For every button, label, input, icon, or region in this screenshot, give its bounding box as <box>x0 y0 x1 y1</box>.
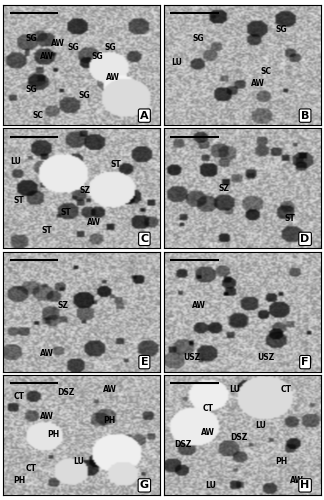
Text: CT: CT <box>26 464 37 473</box>
Text: AW: AW <box>103 384 117 394</box>
Text: SG: SG <box>26 84 37 94</box>
Text: SC: SC <box>260 66 272 76</box>
Text: AW: AW <box>40 349 54 358</box>
Text: AW: AW <box>87 218 101 226</box>
Text: ST: ST <box>14 196 24 205</box>
Text: SG: SG <box>91 52 103 61</box>
Text: SZ: SZ <box>218 184 229 193</box>
Text: D: D <box>300 234 310 244</box>
Text: PH: PH <box>47 430 60 440</box>
Text: CT: CT <box>202 404 214 413</box>
Text: G: G <box>140 480 149 490</box>
Text: ST: ST <box>42 226 52 235</box>
Text: AW: AW <box>51 39 65 48</box>
Text: SC: SC <box>32 111 43 120</box>
Text: AW: AW <box>251 78 265 88</box>
Text: SZ: SZ <box>79 186 90 196</box>
Text: ST: ST <box>61 208 71 217</box>
Text: C: C <box>140 234 148 244</box>
Text: LU: LU <box>10 158 21 166</box>
Text: LU: LU <box>205 481 216 490</box>
Text: SG: SG <box>68 42 80 51</box>
Text: SZ: SZ <box>57 301 68 310</box>
Text: DSZ: DSZ <box>57 388 75 398</box>
Text: USZ: USZ <box>257 353 274 362</box>
Text: SG: SG <box>193 34 204 43</box>
Text: ST: ST <box>284 214 295 223</box>
Text: AW: AW <box>201 428 215 437</box>
Text: CT: CT <box>281 384 292 394</box>
Text: H: H <box>300 480 310 490</box>
Text: LU: LU <box>171 58 182 67</box>
Text: SG: SG <box>26 34 37 43</box>
Text: AW: AW <box>40 52 54 61</box>
Text: AW: AW <box>290 476 304 485</box>
Text: USZ: USZ <box>184 353 201 362</box>
Text: DSZ: DSZ <box>174 440 191 449</box>
Text: AW: AW <box>40 412 54 422</box>
Text: LU: LU <box>73 457 84 466</box>
Text: E: E <box>141 357 148 367</box>
Text: SG: SG <box>79 90 91 100</box>
Text: PH: PH <box>104 416 116 425</box>
Text: A: A <box>140 110 149 120</box>
Text: AW: AW <box>106 72 120 82</box>
Text: SG: SG <box>104 42 116 51</box>
Text: LU: LU <box>256 421 267 430</box>
Text: SG: SG <box>276 24 287 34</box>
Text: F: F <box>301 357 309 367</box>
Text: DSZ: DSZ <box>231 433 248 442</box>
Text: LU: LU <box>229 384 240 394</box>
Text: CT: CT <box>13 392 24 401</box>
Text: B: B <box>301 110 309 120</box>
Text: PH: PH <box>13 476 25 485</box>
Text: ST: ST <box>111 160 122 169</box>
Text: AW: AW <box>191 301 205 310</box>
Text: PH: PH <box>275 457 288 466</box>
